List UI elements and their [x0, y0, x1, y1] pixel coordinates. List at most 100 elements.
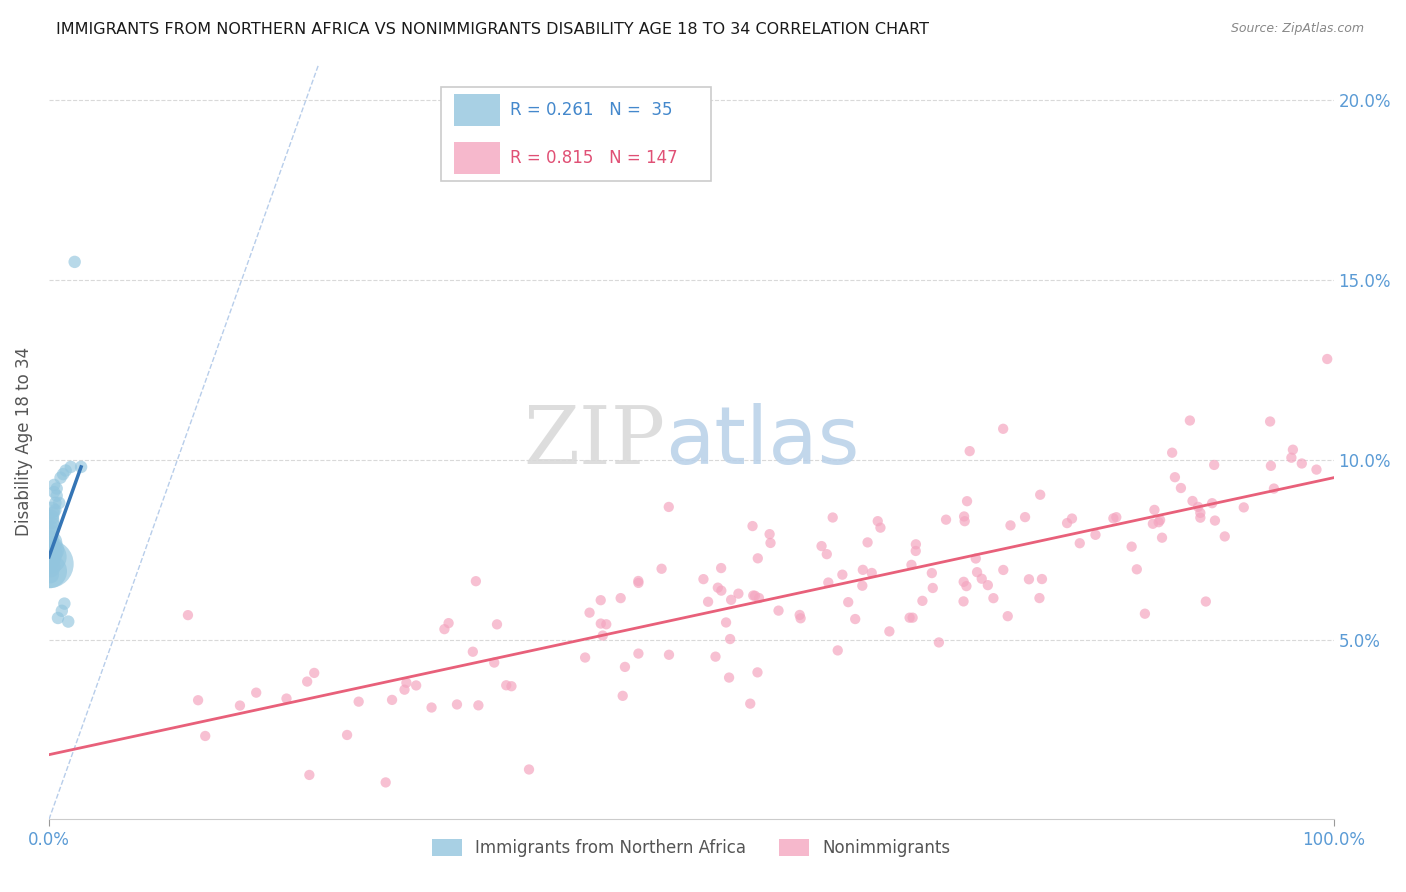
Point: [39, 539, 62, 553]
Text: R = 0.261   N =  35: R = 0.261 N = 35: [510, 101, 672, 120]
Point: [866, 514, 889, 528]
Point: [42, 485, 65, 500]
Point: [38, 549, 60, 564]
Point: [856, 535, 879, 549]
Point: [977, 578, 1000, 592]
Point: [609, 591, 631, 606]
Point: [1105, 510, 1128, 524]
Point: [52, 467, 75, 482]
Point: [1260, 458, 1282, 473]
Point: [879, 624, 901, 639]
Point: [707, 581, 730, 595]
Point: [1316, 351, 1339, 366]
Point: [901, 610, 924, 624]
Point: [1060, 511, 1083, 525]
Point: [1187, 500, 1209, 514]
Point: [1029, 488, 1052, 502]
Point: [41, 524, 63, 539]
Point: [45, 489, 67, 503]
Point: [837, 595, 859, 609]
Point: [991, 422, 1014, 436]
Point: [495, 678, 517, 692]
Point: [718, 632, 741, 646]
Point: [589, 616, 612, 631]
Point: [827, 643, 849, 657]
Point: [955, 579, 977, 593]
Point: [759, 536, 782, 550]
Point: [595, 617, 617, 632]
Point: [1279, 450, 1302, 465]
Point: [39, 542, 62, 557]
Point: [810, 539, 832, 553]
Point: [41, 510, 63, 524]
Point: [394, 682, 416, 697]
Point: [381, 693, 404, 707]
Point: [1000, 518, 1022, 533]
Point: [1018, 572, 1040, 586]
Point: [187, 693, 209, 707]
Point: [1147, 515, 1170, 529]
Point: [467, 698, 489, 713]
Text: IMMIGRANTS FROM NORTHERN AFRICA VS NONIMMIGRANTS DISABILITY AGE 18 TO 34 CORRELA: IMMIGRANTS FROM NORTHERN AFRICA VS NONIM…: [56, 22, 929, 37]
Point: [966, 565, 988, 579]
Point: [1189, 510, 1212, 524]
Point: [1170, 481, 1192, 495]
Point: [952, 574, 974, 589]
Point: [1164, 470, 1187, 484]
Point: [464, 574, 486, 589]
Point: [336, 728, 359, 742]
Point: [727, 587, 749, 601]
Point: [245, 686, 267, 700]
Point: [789, 607, 811, 622]
Legend: Immigrants from Northern Africa, Nonimmigrants: Immigrants from Northern Africa, Nonimmi…: [425, 832, 957, 864]
Point: [42, 507, 65, 521]
Point: [46, 611, 69, 625]
Point: [965, 551, 987, 566]
Point: [758, 527, 780, 541]
Point: [49, 471, 72, 485]
Point: [44, 496, 66, 510]
Point: [720, 592, 742, 607]
Point: [44, 503, 66, 517]
Point: [851, 579, 873, 593]
Point: [437, 616, 460, 631]
Point: [39, 567, 62, 582]
Point: [935, 513, 957, 527]
Point: [39, 564, 62, 578]
Point: [959, 444, 981, 458]
Point: [710, 561, 733, 575]
Point: [1181, 494, 1204, 508]
Point: [420, 700, 443, 714]
Point: [900, 558, 922, 572]
Point: [1069, 536, 1091, 550]
Point: [697, 595, 720, 609]
Point: [1133, 607, 1156, 621]
Point: [53, 597, 76, 611]
Point: [993, 563, 1015, 577]
Point: [229, 698, 252, 713]
Point: [39, 553, 62, 567]
Point: [70, 459, 93, 474]
Point: [485, 617, 508, 632]
Point: [983, 591, 1005, 606]
Point: [39, 535, 62, 549]
Point: [347, 695, 370, 709]
FancyBboxPatch shape: [454, 142, 501, 174]
Point: [1195, 594, 1218, 608]
Point: [921, 581, 943, 595]
Point: [42, 517, 65, 532]
Point: [1028, 591, 1050, 605]
Point: [860, 566, 883, 580]
Point: [39, 546, 62, 560]
Point: [748, 591, 770, 605]
Point: [405, 678, 427, 692]
Point: [578, 606, 600, 620]
Point: [844, 612, 866, 626]
Point: [484, 656, 506, 670]
Point: [1233, 500, 1256, 515]
Point: [39, 514, 62, 528]
Point: [718, 671, 741, 685]
Point: [1143, 503, 1166, 517]
Point: [446, 698, 468, 712]
Text: R = 0.815   N = 147: R = 0.815 N = 147: [510, 149, 678, 167]
